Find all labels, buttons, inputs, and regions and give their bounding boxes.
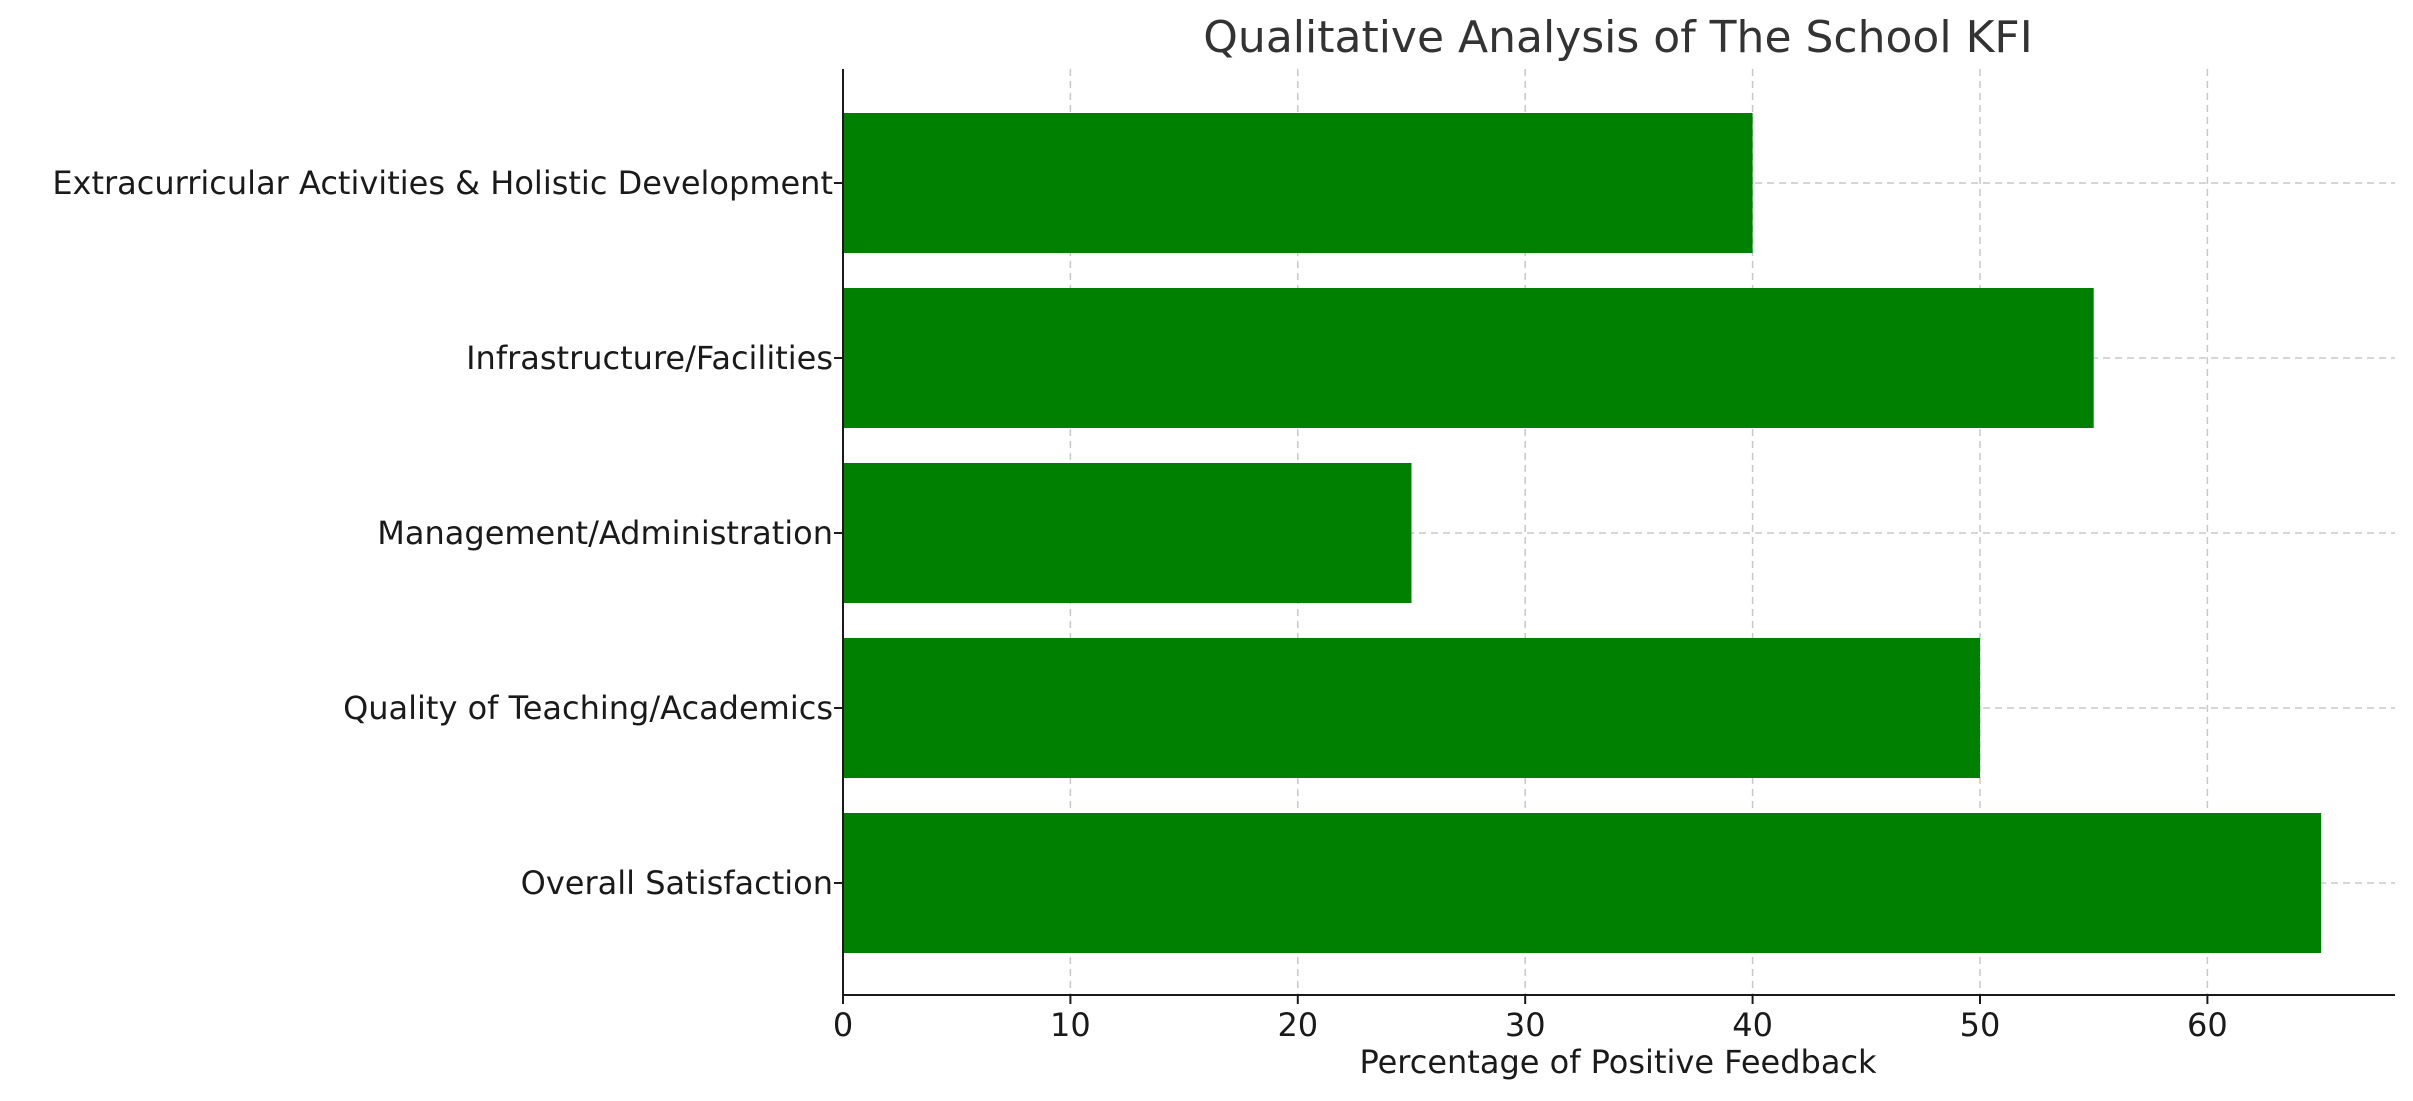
x-axis-ticks: 0 10 20 30 40 50 60 [833, 995, 2228, 1044]
y-axis-ticks: Overall Satisfaction Quality of Teaching/… [52, 164, 843, 902]
y-tick-label: Infrastructure/Facilities [466, 339, 833, 377]
chart-title: Qualitative Analysis of The School KFI [1203, 12, 2032, 63]
y-tick-label: Quality of Teaching/Academics [343, 689, 833, 727]
y-tick-label: Overall Satisfaction [521, 864, 833, 902]
x-tick-label: 30 [1505, 1006, 1546, 1044]
x-tick-label: 50 [1960, 1006, 2001, 1044]
y-tick-label: Management/Administration [377, 514, 833, 552]
x-tick-label: 0 [833, 1006, 853, 1044]
bar-overall-satisfaction [843, 813, 2322, 953]
bars [843, 113, 2322, 953]
bar-infrastructure-facilities [843, 288, 2094, 428]
x-tick-label: 20 [1277, 1006, 1318, 1044]
x-tick-label: 60 [2187, 1006, 2228, 1044]
x-tick-label: 40 [1732, 1006, 1773, 1044]
x-tick-label: 10 [1050, 1006, 1091, 1044]
bar-extracurricular-activities-holistic-development [843, 113, 1753, 253]
x-axis-label: Percentage of Positive Feedback [1359, 1043, 1877, 1081]
bar-quality-of-teaching-academics [843, 638, 1980, 778]
bar-management-administration [843, 463, 1412, 603]
y-tick-label: Extracurricular Activities & Holistic De… [52, 164, 833, 202]
